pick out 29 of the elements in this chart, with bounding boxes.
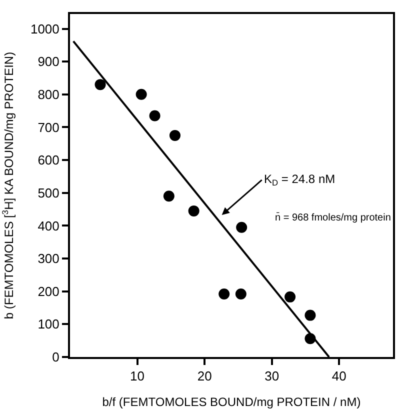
y-tick-label: 600 [38, 152, 60, 168]
y-tick-label: 800 [38, 86, 60, 102]
annotation: n̄ = 968 fmoles/mg protein [275, 212, 391, 224]
point [188, 205, 200, 216]
y-tick-label: 400 [38, 218, 60, 234]
point [94, 79, 106, 90]
x-tick-label: 30 [264, 368, 280, 384]
y-tick-label: 1000 [30, 21, 60, 36]
y-tick-label: 100 [38, 316, 60, 332]
annotation: K$_{D}$ = 24.8 nM [264, 172, 336, 188]
y-tick-label: 0 [52, 350, 60, 365]
point [218, 288, 230, 300]
y-tick-label: 300 [38, 251, 60, 266]
y-tick-label: 700 [38, 120, 60, 135]
x-tick-label: 20 [197, 368, 212, 384]
y-tick-label: 500 [38, 185, 60, 200]
point [169, 130, 180, 141]
point [235, 288, 246, 300]
point [149, 110, 160, 122]
y-tick-label: 900 [38, 54, 60, 70]
x-axis-title: b/f (FEMTOMOLES BOUND/mg PROTEIN / nM) [102, 395, 361, 409]
point [163, 190, 174, 202]
point [136, 88, 147, 100]
point [236, 222, 248, 233]
y-tick-label: 200 [38, 284, 60, 299]
point [304, 310, 316, 321]
x-tick-label: 10 [130, 368, 145, 384]
point [284, 291, 296, 302]
x-tick-label: 40 [332, 368, 346, 384]
